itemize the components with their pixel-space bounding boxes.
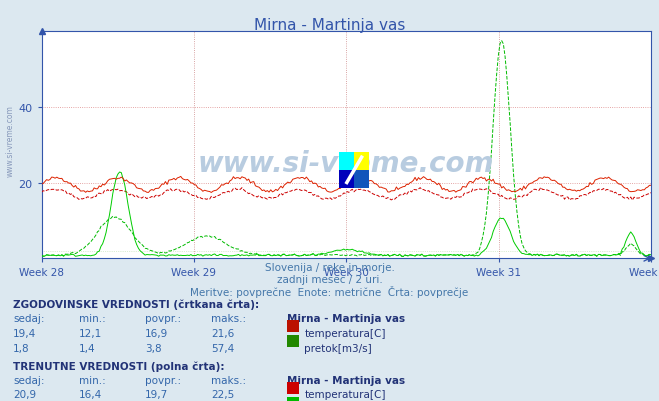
Text: maks.:: maks.: bbox=[211, 313, 246, 323]
Text: 21,6: 21,6 bbox=[211, 328, 234, 338]
Text: ZGODOVINSKE VREDNOSTI (črtkana črta):: ZGODOVINSKE VREDNOSTI (črtkana črta): bbox=[13, 299, 259, 309]
Text: 16,4: 16,4 bbox=[79, 389, 102, 399]
Text: min.:: min.: bbox=[79, 313, 106, 323]
Text: 1,8: 1,8 bbox=[13, 343, 30, 352]
Text: 20,9: 20,9 bbox=[13, 389, 36, 399]
Text: Meritve: povprečne  Enote: metrične  Črta: povprečje: Meritve: povprečne Enote: metrične Črta:… bbox=[190, 285, 469, 297]
Text: povpr.:: povpr.: bbox=[145, 313, 181, 323]
Text: www.si-vreme.com: www.si-vreme.com bbox=[5, 105, 14, 176]
Text: pretok[m3/s]: pretok[m3/s] bbox=[304, 343, 372, 352]
Text: zadnji mesec / 2 uri.: zadnji mesec / 2 uri. bbox=[277, 274, 382, 284]
Text: povpr.:: povpr.: bbox=[145, 375, 181, 385]
Text: 19,4: 19,4 bbox=[13, 328, 36, 338]
Text: Slovenija / reke in morje.: Slovenija / reke in morje. bbox=[264, 263, 395, 273]
Text: 1,4: 1,4 bbox=[79, 343, 96, 352]
Text: 16,9: 16,9 bbox=[145, 328, 168, 338]
Text: Mirna - Martinja vas: Mirna - Martinja vas bbox=[254, 18, 405, 33]
Text: 22,5: 22,5 bbox=[211, 389, 234, 399]
Text: Mirna - Martinja vas: Mirna - Martinja vas bbox=[287, 313, 405, 323]
Text: min.:: min.: bbox=[79, 375, 106, 385]
Text: www.si-vreme.com: www.si-vreme.com bbox=[198, 150, 494, 178]
Text: TRENUTNE VREDNOSTI (polna črta):: TRENUTNE VREDNOSTI (polna črta): bbox=[13, 360, 225, 371]
Text: temperatura[C]: temperatura[C] bbox=[304, 389, 386, 399]
Text: temperatura[C]: temperatura[C] bbox=[304, 328, 386, 338]
Text: 57,4: 57,4 bbox=[211, 343, 234, 352]
Text: 3,8: 3,8 bbox=[145, 343, 161, 352]
Text: 12,1: 12,1 bbox=[79, 328, 102, 338]
Text: Mirna - Martinja vas: Mirna - Martinja vas bbox=[287, 375, 405, 385]
Text: sedaj:: sedaj: bbox=[13, 313, 45, 323]
Text: 19,7: 19,7 bbox=[145, 389, 168, 399]
Text: maks.:: maks.: bbox=[211, 375, 246, 385]
Text: sedaj:: sedaj: bbox=[13, 375, 45, 385]
